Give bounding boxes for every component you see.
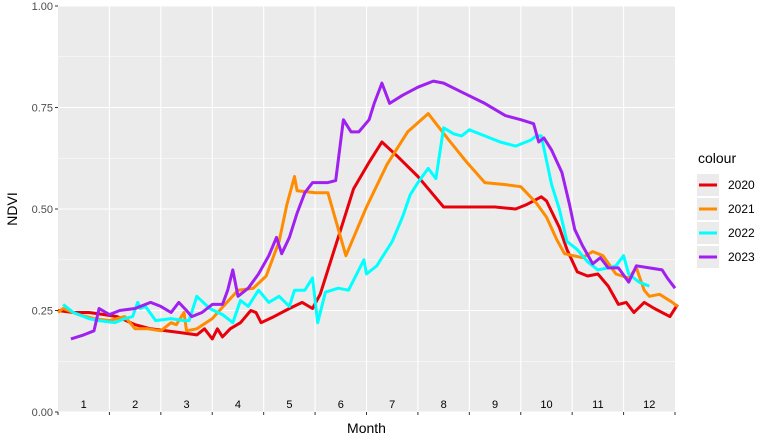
series-line-2022: [62, 126, 650, 325]
legend-label: 2021: [728, 202, 755, 216]
month-label: 6: [338, 399, 344, 411]
y-axis: 0.00 0.25 0.50 0.75 1.00: [32, 1, 58, 419]
month-label: 1: [81, 399, 87, 411]
series-lines: [57, 79, 679, 341]
y-tick-label: 1.00: [32, 1, 53, 13]
series-line-2023: [70, 79, 677, 341]
legend-label: 2022: [728, 226, 755, 240]
month-label: 7: [389, 399, 395, 411]
x-axis: [57, 412, 676, 415]
month-label: 11: [592, 399, 603, 411]
y-tick-label: 0.00: [32, 407, 53, 419]
month-label: 3: [183, 399, 189, 411]
series-line-2020: [57, 140, 679, 341]
month-label: 2: [132, 399, 138, 411]
month-label: 4: [235, 399, 241, 411]
month-label: 8: [441, 399, 447, 411]
month-labels: 1 2 3 4 5 6 7 8 9 10 11 12: [81, 399, 656, 411]
x-axis-title: Month: [347, 420, 386, 436]
month-label: 10: [540, 399, 552, 411]
y-tick-label: 0.25: [32, 306, 53, 318]
y-tick-label: 0.50: [32, 204, 53, 216]
month-label: 5: [286, 399, 292, 411]
legend-title: colour: [698, 150, 736, 166]
y-axis-title: NDVI: [4, 192, 20, 225]
legend-label: 2023: [728, 250, 755, 264]
legend-label: 2020: [728, 178, 755, 192]
month-label: 12: [643, 399, 655, 411]
legend: colour 2020 2021 2022 2023: [697, 150, 755, 268]
month-label: 9: [492, 399, 498, 411]
y-tick-label: 0.75: [32, 103, 53, 115]
series-line-2021: [57, 112, 679, 333]
